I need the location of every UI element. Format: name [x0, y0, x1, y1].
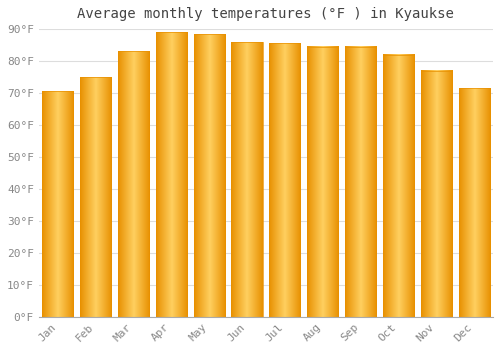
Bar [42, 91, 74, 317]
Bar [232, 42, 262, 317]
Bar [307, 47, 338, 317]
Bar [458, 88, 490, 317]
Bar [156, 32, 187, 317]
Bar [118, 51, 149, 317]
Bar [270, 43, 300, 317]
Bar [383, 55, 414, 317]
Bar [421, 71, 452, 317]
Bar [80, 77, 111, 317]
Title: Average monthly temperatures (°F ) in Kyaukse: Average monthly temperatures (°F ) in Ky… [78, 7, 454, 21]
Bar [345, 47, 376, 317]
Bar [194, 34, 224, 317]
